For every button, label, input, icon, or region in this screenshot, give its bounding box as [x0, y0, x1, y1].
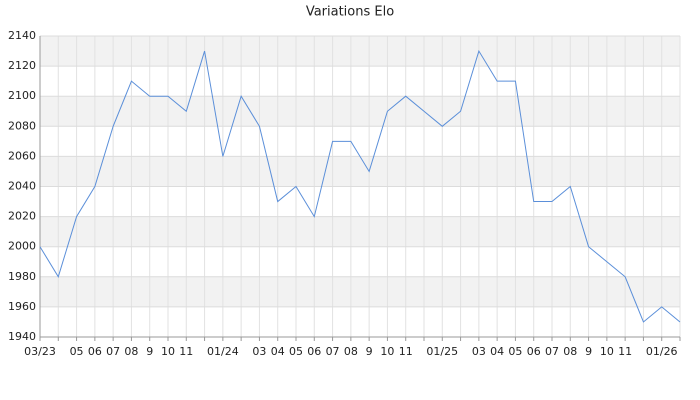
grid-band	[40, 216, 680, 247]
line	[39, 49, 681, 323]
grid-band	[40, 96, 680, 127]
x-tick-label: 10	[600, 345, 614, 358]
x-tick-label: 08	[344, 345, 358, 358]
y-tick-label: 2140	[8, 29, 36, 42]
y-tick-label: 2060	[8, 149, 36, 162]
grid-band	[40, 156, 680, 187]
x-tick-label: 07	[106, 345, 120, 358]
y-tick-label: 1940	[8, 330, 36, 343]
y-tick-label: 2040	[8, 180, 36, 193]
x-tick-label: 9	[585, 345, 592, 358]
x-tick-label: 07	[545, 345, 559, 358]
x-tick-label: 10	[161, 345, 175, 358]
x-tick-label: 07	[326, 345, 340, 358]
x-tick-label: 11	[399, 345, 413, 358]
x-tick-label: 04	[490, 345, 504, 358]
x-tick-label: 03	[252, 345, 266, 358]
x-tick-label: 01/26	[646, 345, 678, 358]
x-tick-label: 11	[179, 345, 193, 358]
y-tick-label: 1960	[8, 300, 36, 313]
x-tick-label: 04	[271, 345, 285, 358]
x-tick-label: 03	[472, 345, 486, 358]
x-tick-label: 08	[124, 345, 138, 358]
grid-band	[40, 36, 680, 67]
x-tick-label: 06	[88, 345, 102, 358]
x-tick-label: 9	[146, 345, 153, 358]
y-tick-label: 2020	[8, 210, 36, 223]
x-tick-label: 10	[380, 345, 394, 358]
x-tick-label: 06	[527, 345, 541, 358]
grid-band	[40, 276, 680, 307]
x-tick-label: 06	[307, 345, 321, 358]
x-tick-label: 05	[508, 345, 522, 358]
y-tick-label: 1980	[8, 270, 36, 283]
chart-title: Variations Elo	[306, 5, 394, 20]
x-tick-label: 05	[289, 345, 303, 358]
x-tick-label: 03/23	[24, 345, 56, 358]
x-tick-label: 11	[618, 345, 632, 358]
x-tick-label: 9	[366, 345, 373, 358]
y-tick-label: 2120	[8, 59, 36, 72]
x-tick-label: 01/24	[207, 345, 239, 358]
y-tick-label: 2080	[8, 119, 36, 132]
x-tick-label: 01/25	[426, 345, 458, 358]
x-tick-label: 08	[563, 345, 577, 358]
y-tick-label: 2000	[8, 240, 36, 253]
y-tick-label: 2100	[8, 89, 36, 102]
x-tick-label: 05	[70, 345, 84, 358]
